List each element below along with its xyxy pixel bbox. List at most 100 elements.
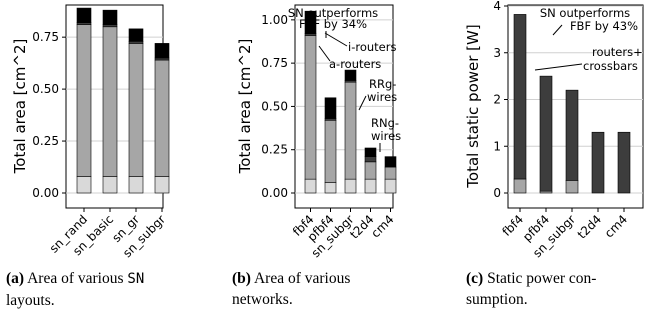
caption-c-label: (c) — [466, 270, 484, 287]
bar-sn_gr-seg-0 — [128, 176, 144, 194]
caption-a-label: (a) — [6, 270, 25, 287]
bar-sn_subgr-seg-0 — [344, 178, 357, 194]
y-ticks-c: 0 1 2 3 4 — [493, 0, 508, 200]
bar-t2d4-seg-1 — [591, 131, 605, 194]
y-tick-label-0.25: 0.25 — [261, 143, 288, 157]
annotation-line-sn-c — [552, 24, 563, 36]
caption-c-text: Static power con- — [483, 270, 597, 287]
caption-a-text: Area of various — [24, 270, 128, 287]
bar-sn_subgr-seg-3 — [154, 43, 170, 59]
plot-frame-c — [507, 4, 644, 209]
bar-cm4-seg-1 — [384, 166, 397, 180]
y-tick-label-3: 3 — [493, 46, 501, 60]
y-axis-label-b: Total area [cm^2] — [236, 39, 254, 175]
bar-cm4-seg-1 — [617, 131, 631, 194]
y-tick-label-0: 0 — [493, 186, 501, 200]
bar-sn_gr-seg-2 — [128, 41, 144, 44]
y-ticks-b: 0.00 0.25 0.50 0.75 1.00 — [261, 13, 295, 200]
bar-t2d4-seg-1 — [364, 161, 377, 180]
bar-sn_subgr-seg-3 — [344, 69, 357, 81]
bar-sn_subgr-seg-1 — [565, 89, 579, 181]
bar-sn_basic-seg-2 — [102, 24, 118, 28]
y-tick-label-0.50: 0.50 — [32, 82, 59, 96]
y-tick-label-0.25: 0.25 — [32, 134, 59, 148]
annotation-routers-crossbars-2: crossbars — [583, 59, 638, 73]
bar-fbf4-seg-0 — [513, 178, 527, 194]
annotation-rng: RNg- — [371, 116, 399, 130]
annotation-line-rrg — [358, 95, 367, 111]
annotation-sn-outperforms-c: SN outperforms — [540, 6, 630, 20]
chart-b-area-networks: 0.00 0.25 0.50 0.75 1.00 fbf4pfbf4sn_subgrt2… — [236, 4, 401, 260]
bar-fbf4-seg-1 — [513, 14, 527, 180]
bar-t2d4-seg-0 — [364, 178, 377, 194]
annotations-c: SN outperforms FBF by 43% routers+ cross… — [534, 6, 643, 73]
annotation-rrg: RRg- — [369, 77, 396, 91]
y-tick-label-2: 2 — [493, 93, 501, 107]
bar-sn_subgr-seg-0 — [565, 180, 579, 194]
annotation-rng-wires: wires — [371, 129, 401, 143]
bar-sn_rand-seg-1 — [76, 24, 92, 177]
bar-sn_basic-seg-3 — [102, 9, 118, 25]
y-axis-label-c: Total static power [W] — [464, 24, 482, 188]
bar-sn_gr-seg-3 — [128, 28, 144, 42]
annotations-b: SN outperforms FBF by 34% i-routers a-ro… — [288, 6, 401, 152]
bar-sn_basic-seg-0 — [102, 176, 118, 194]
bar-sn_subgr-seg-0 — [154, 176, 170, 194]
y-tick-label-1: 1 — [493, 139, 501, 153]
chart-a-area-sn-layouts: 0.00 0.25 0.50 0.75 sn_randsn_basicsn_grsn_… — [11, 4, 170, 260]
annotation-line-i-routers — [324, 32, 348, 47]
y-tick-label-0.00: 0.00 — [32, 186, 59, 200]
x-tick-label-cm4: cm4 — [602, 212, 630, 240]
caption-c-line2: sumption. — [466, 291, 528, 308]
annotation-fbf-by-34: FBF by 34% — [299, 17, 367, 31]
bars-c — [513, 14, 631, 194]
bar-pfbf4-seg-1 — [324, 119, 337, 183]
bar-sn_gr-seg-1 — [128, 43, 144, 177]
bar-pfbf4-seg-0 — [324, 182, 337, 194]
bar-pfbf4-seg-1 — [539, 75, 553, 192]
y-tick-label-1.00: 1.00 — [261, 13, 288, 27]
caption-b-text: Area of various — [250, 270, 351, 287]
bar-t2d4-seg-2 — [364, 156, 377, 163]
annotation-i-routers: i-routers — [348, 40, 396, 54]
y-tick-label-0.75: 0.75 — [32, 30, 59, 44]
bars-b — [304, 10, 397, 194]
annotation-sn-outperforms-b: SN outperforms — [288, 6, 378, 20]
bar-sn_subgr-seg-1 — [154, 59, 170, 177]
caption-c: (c) Static power con- sumption. — [466, 268, 652, 310]
y-tick-label-0.50: 0.50 — [261, 99, 288, 113]
bar-sn_basic-seg-1 — [102, 26, 118, 177]
annotation-routers-crossbars-1: routers+ — [592, 45, 643, 59]
caption-b: (b) Area of various networks. — [232, 268, 432, 310]
bar-sn_subgr-seg-1 — [344, 81, 357, 180]
bar-cm4-seg-0 — [384, 178, 397, 194]
caption-b-line2: networks. — [232, 291, 293, 308]
annotation-fbf-by-43: FBF by 43% — [570, 19, 638, 33]
bars-a — [76, 7, 170, 194]
annotation-line-routers — [534, 63, 583, 71]
caption-a-line2: layouts. — [6, 292, 55, 309]
y-tick-label-0.00: 0.00 — [261, 186, 288, 200]
caption-a-sn: SN — [127, 271, 145, 287]
bar-fbf4-seg-3 — [304, 10, 317, 35]
bar-sn_subgr-seg-2 — [154, 57, 170, 61]
caption-a: (a) Area of various SN layouts. — [6, 268, 206, 311]
y-axis-label-a: Total area [cm^2] — [11, 39, 29, 175]
bar-t2d4-seg-3 — [364, 147, 377, 157]
bar-fbf4-seg-0 — [304, 178, 317, 194]
x-tick-label-cm4: cm4 — [368, 212, 396, 240]
bar-sn_rand-seg-3 — [76, 7, 92, 23]
bar-sn_rand-seg-0 — [76, 176, 92, 194]
bar-sn_rand-seg-2 — [76, 22, 92, 26]
bar-fbf4-seg-1 — [304, 35, 317, 180]
annotation-line-a-routers — [318, 45, 331, 62]
bar-cm4-seg-3 — [384, 156, 397, 168]
y-tick-label-0.75: 0.75 — [261, 56, 288, 70]
bar-pfbf4-seg-3 — [324, 97, 337, 119]
y-ticks-a: 0.00 0.25 0.50 0.75 — [32, 30, 66, 200]
